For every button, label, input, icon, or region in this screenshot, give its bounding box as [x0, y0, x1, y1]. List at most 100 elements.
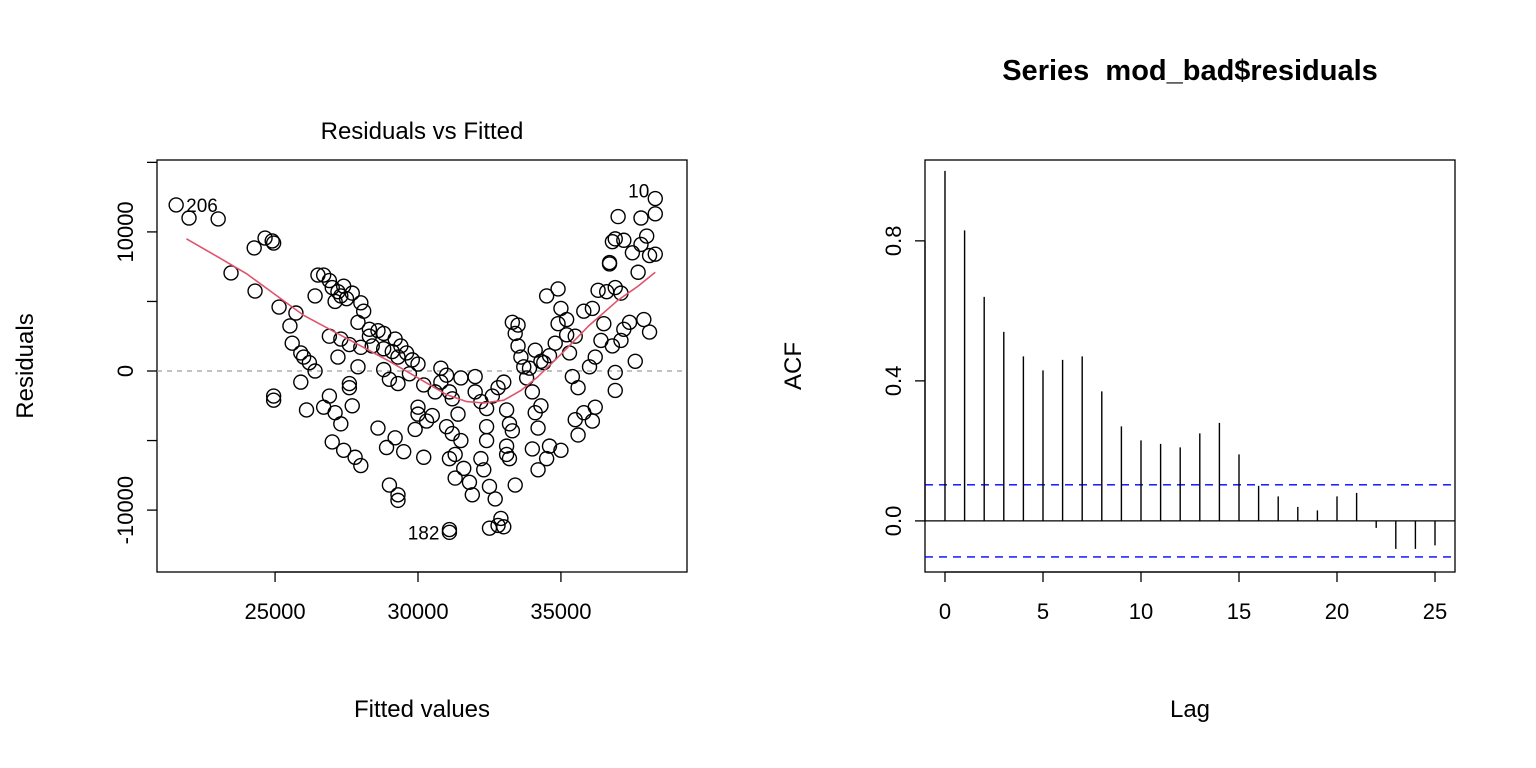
data-point — [381, 371, 398, 388]
data-point — [257, 230, 273, 246]
data-point — [538, 288, 555, 304]
data-point — [527, 342, 543, 358]
left-plot-title: Residuals vs Fitted — [321, 118, 524, 145]
data-point — [450, 406, 466, 422]
data-point — [441, 450, 458, 467]
data-point — [533, 353, 549, 369]
data-point — [390, 492, 406, 509]
data-point — [533, 398, 549, 414]
y-tick-label: 0.0 — [881, 506, 906, 537]
data-point — [396, 443, 412, 460]
data-point — [344, 398, 360, 414]
data-point — [478, 432, 495, 449]
data-point — [338, 290, 355, 307]
data-point — [447, 470, 463, 486]
data-point — [524, 384, 541, 400]
data-point — [604, 338, 621, 354]
y-tick-label: 0.4 — [881, 366, 906, 397]
data-point — [350, 314, 366, 331]
data-point — [633, 236, 649, 253]
data-point — [610, 208, 626, 225]
data-point — [381, 477, 398, 493]
data-point — [315, 267, 332, 283]
right-plot-box — [924, 159, 1456, 573]
data-point — [327, 405, 343, 421]
data-point — [547, 335, 563, 351]
data-point — [265, 235, 282, 251]
x-tick-label: 25000 — [244, 599, 305, 624]
data-point — [453, 370, 469, 386]
data-point — [521, 360, 538, 376]
x-tick-label: 15 — [1227, 599, 1251, 624]
data-point — [401, 366, 418, 382]
data-point — [335, 442, 352, 458]
data-point — [168, 197, 184, 213]
data-point — [590, 282, 606, 299]
data-point — [490, 379, 506, 396]
y-tick-label: -10000 — [113, 476, 138, 545]
data-point — [530, 420, 546, 436]
data-point — [570, 379, 586, 396]
data-point — [570, 427, 586, 443]
data-point — [550, 281, 566, 297]
data-point — [647, 206, 663, 222]
data-point — [481, 520, 498, 536]
data-point — [636, 311, 652, 328]
data-point — [295, 349, 312, 365]
data-point — [564, 368, 581, 385]
data-point — [647, 190, 663, 207]
data-point — [355, 303, 372, 319]
data-point — [484, 388, 501, 404]
data-point — [390, 349, 406, 365]
data-point — [513, 349, 529, 365]
data-point — [223, 265, 239, 281]
data-point — [418, 413, 435, 429]
data-point — [181, 210, 197, 226]
data-point — [510, 338, 526, 354]
data-point — [307, 363, 323, 379]
data-point — [516, 359, 532, 375]
data-point — [473, 450, 489, 467]
data-point — [510, 317, 526, 333]
data-point — [298, 402, 315, 418]
right-plot-title: Series mod_bad$residuals — [1002, 55, 1378, 87]
data-point — [487, 491, 503, 507]
data-point — [624, 245, 641, 261]
x-tick-label: 35000 — [530, 599, 591, 624]
data-point — [461, 474, 478, 490]
data-point — [265, 392, 282, 408]
data-point — [410, 356, 426, 372]
data-point — [478, 418, 495, 435]
data-point — [498, 402, 515, 418]
data-point — [264, 233, 280, 249]
x-tick-label: 10 — [1129, 599, 1153, 624]
data-point — [496, 519, 512, 535]
x-tick-label: 0 — [939, 599, 951, 624]
data-point — [330, 349, 346, 365]
data-point — [538, 450, 555, 467]
data-point — [530, 462, 546, 478]
y-tick-label: 0.8 — [881, 226, 906, 257]
data-point — [596, 316, 612, 332]
data-point — [476, 462, 492, 478]
loess-smooth-line — [186, 238, 656, 404]
data-point — [353, 339, 369, 356]
data-point — [341, 375, 358, 392]
data-point — [607, 231, 623, 247]
data-point — [341, 379, 358, 396]
data-point — [456, 460, 472, 477]
data-point — [481, 478, 498, 495]
data-point — [524, 441, 541, 457]
data-point — [247, 283, 263, 299]
data-point — [333, 416, 349, 432]
x-tick-label: 20 — [1325, 599, 1349, 624]
data-point — [638, 228, 655, 244]
data-point — [601, 254, 618, 271]
data-point — [633, 210, 649, 226]
data-point — [327, 293, 343, 310]
data-point — [347, 449, 363, 465]
data-point — [321, 272, 338, 289]
right-x-axis-title: Lag — [1170, 696, 1210, 723]
data-point — [616, 232, 632, 248]
data-point — [288, 305, 304, 321]
